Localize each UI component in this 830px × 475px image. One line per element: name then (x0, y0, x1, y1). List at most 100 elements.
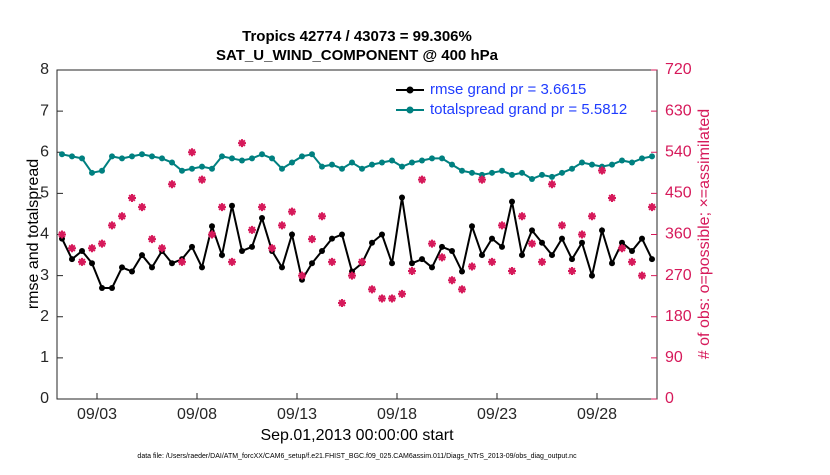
point-marker (569, 165, 575, 172)
point-marker (499, 243, 505, 250)
obs-marker (448, 276, 456, 285)
y-axis-label: rmse and totalspread (25, 159, 42, 309)
point-marker (449, 161, 455, 168)
point-marker (149, 264, 155, 271)
x-tick-label: 09/03 (77, 406, 117, 423)
point-marker (479, 171, 485, 178)
point-marker (329, 161, 335, 168)
point-marker (259, 215, 265, 222)
point-marker (439, 155, 445, 162)
point-marker (559, 169, 565, 176)
point-marker (579, 159, 585, 166)
point-marker (409, 159, 415, 166)
obs-marker (218, 203, 226, 212)
point-marker (209, 223, 215, 230)
obs-marker (468, 262, 476, 271)
y-tick-label: 0 (40, 390, 49, 407)
obs-marker (608, 193, 616, 202)
obs-marker (598, 166, 606, 175)
obs-marker (88, 244, 96, 253)
obs-marker (208, 230, 216, 239)
point-marker (119, 264, 125, 271)
obs-marker (348, 271, 356, 280)
legend-label: totalspread grand pr = 5.5812 (430, 101, 627, 118)
point-marker (609, 161, 615, 168)
point-marker (339, 231, 345, 238)
obs-marker (398, 289, 406, 298)
plot-frame (56, 69, 658, 400)
point-marker (539, 239, 545, 246)
obs-marker (518, 212, 526, 221)
point-marker (379, 159, 385, 166)
obs-marker (438, 253, 446, 262)
point-marker (399, 163, 405, 170)
y-tick-label: 1 (40, 349, 49, 366)
point-marker (429, 155, 435, 162)
point-marker (259, 151, 265, 158)
point-marker (309, 151, 315, 158)
point-marker (509, 171, 515, 178)
point-marker (449, 247, 455, 254)
point-marker (529, 227, 535, 234)
point-marker (369, 239, 375, 246)
point-marker (179, 167, 185, 174)
point-marker (559, 235, 565, 242)
point-marker (409, 260, 415, 267)
x-tick-label: 09/28 (577, 406, 617, 423)
point-marker (519, 252, 525, 259)
point-marker (59, 151, 65, 158)
obs-marker (408, 267, 416, 276)
point-marker (229, 155, 235, 162)
point-marker (99, 284, 105, 291)
obs-marker (58, 230, 66, 239)
point-marker (299, 153, 305, 160)
point-marker (459, 268, 465, 275)
obs-marker (388, 294, 396, 303)
obs-marker (78, 257, 86, 266)
point-marker (419, 256, 425, 263)
point-marker (389, 157, 395, 164)
y2-tick-label: 720 (665, 61, 692, 78)
point-marker (539, 171, 545, 178)
point-marker (649, 153, 655, 160)
obs-marker (428, 239, 436, 248)
obs-marker (318, 212, 326, 221)
chart-title: Tropics 42774 / 43073 = 99.306% (242, 28, 472, 45)
point-marker (419, 157, 425, 164)
obs-marker (178, 257, 186, 266)
point-marker (359, 165, 365, 172)
point-marker (489, 235, 495, 242)
point-marker (389, 260, 395, 267)
obs-marker (168, 180, 176, 189)
point-marker (549, 252, 555, 259)
obs-marker (188, 148, 196, 157)
y2-tick-label: 270 (665, 267, 692, 284)
y2-axis-label: # of obs: o=possible; ×=assimilated (696, 109, 713, 359)
point-marker (519, 169, 525, 176)
y-tick-label: 3 (40, 267, 49, 284)
point-marker (79, 155, 85, 162)
point-marker (109, 284, 115, 291)
point-marker (249, 155, 255, 162)
obs-marker (138, 203, 146, 212)
point-marker (439, 243, 445, 250)
point-marker (219, 252, 225, 259)
point-marker (89, 169, 95, 176)
point-marker (509, 198, 515, 205)
y-tick-label: 5 (40, 185, 49, 202)
point-marker (589, 161, 595, 168)
point-marker (619, 239, 625, 246)
point-marker (169, 159, 175, 166)
point-marker (319, 163, 325, 170)
point-marker (489, 169, 495, 176)
point-marker (199, 163, 205, 170)
point-marker (599, 227, 605, 234)
point-marker (169, 260, 175, 267)
y-tick-label: 4 (40, 226, 49, 243)
x-tick-label: 09/18 (377, 406, 417, 423)
obs-marker (578, 230, 586, 239)
point-marker (309, 260, 315, 267)
point-marker (119, 155, 125, 162)
obs-marker (568, 267, 576, 276)
